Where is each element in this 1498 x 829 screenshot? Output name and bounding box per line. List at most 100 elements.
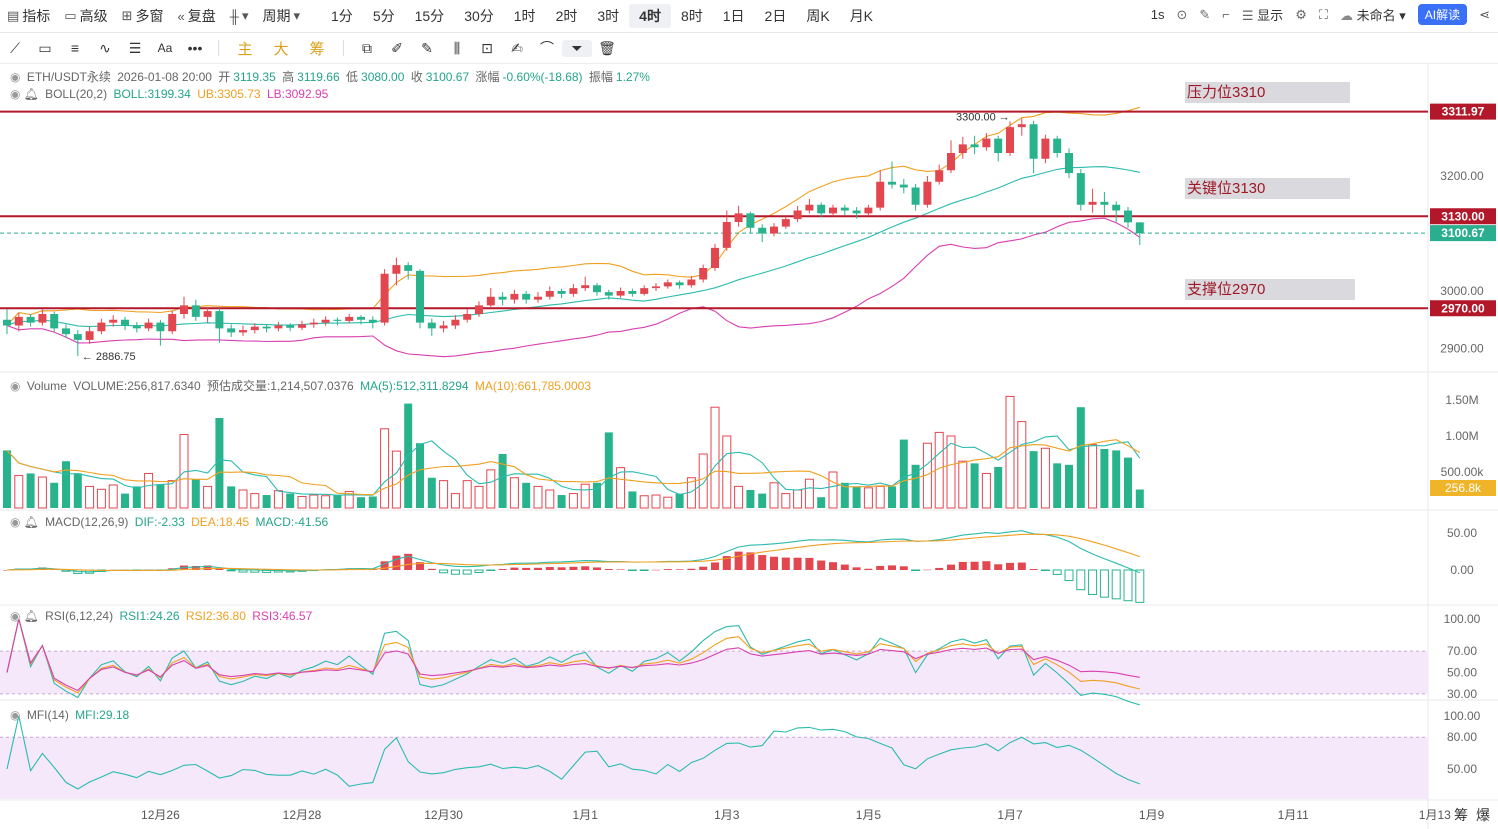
display-button[interactable]: ☰ 显示 <box>1242 5 1283 24</box>
fib-tool-icon[interactable]: ☰ <box>128 39 142 56</box>
eye-icon[interactable]: ◉ <box>10 70 21 84</box>
support-annotation[interactable]: 支撑位2970 <box>1185 279 1355 300</box>
main-force-button[interactable]: 主 <box>237 40 253 58</box>
bell-icon[interactable]: 🔔︎ <box>23 515 39 529</box>
eye-icon[interactable]: ◉ <box>10 609 21 623</box>
multi-window-label: 多窗 <box>135 8 164 24</box>
interval-month[interactable]: 月K <box>849 8 874 24</box>
volume-bar <box>888 486 896 508</box>
bell-icon[interactable]: 🔔︎ <box>23 87 39 101</box>
period-dropdown[interactable]: 周期 ▾ <box>255 4 307 28</box>
eye-icon[interactable]: ◉ <box>10 379 21 393</box>
macd-histogram-bar <box>935 567 944 570</box>
indicators-button[interactable]: ▤ 指标 <box>0 4 57 28</box>
filter-icon[interactable]: ⏷ <box>562 39 592 57</box>
interval-15m[interactable]: 15分 <box>414 8 445 24</box>
crop-icon[interactable]: ⌐ <box>1222 7 1230 22</box>
line-tool-icon[interactable]: ⟋ <box>10 39 20 56</box>
volume-bar <box>804 478 814 509</box>
interval-1h[interactable]: 1时 <box>513 8 536 24</box>
key-level-annotation[interactable]: 关键位3130 <box>1185 178 1350 199</box>
volume-bar <box>132 486 141 508</box>
eye-icon[interactable]: ◉ <box>10 515 21 529</box>
interval-30m[interactable]: 30分 <box>464 8 494 24</box>
candle <box>286 325 295 328</box>
fullscreen-icon[interactable]: ⛶ <box>1318 6 1328 22</box>
note-icon[interactable]: ✍ <box>511 39 523 56</box>
macd-histogram-bar <box>604 569 613 570</box>
level-price-label: 3100.67 <box>1441 226 1485 240</box>
speed-button[interactable]: 1s <box>1150 7 1165 22</box>
interval-2h[interactable]: 2时 <box>555 8 578 24</box>
macd-histogram-bar <box>770 556 778 570</box>
volume-bar <box>368 496 377 508</box>
chips-button[interactable]: 筹 <box>309 40 325 58</box>
macd-histogram-bar <box>593 567 601 570</box>
candle <box>770 226 778 234</box>
macd-histogram-bar <box>1099 569 1109 598</box>
advanced-button[interactable]: ▭ 高级 <box>57 4 114 28</box>
eye-icon[interactable]: ◉ <box>10 87 21 101</box>
pencil-icon[interactable]: ✎ <box>1199 6 1211 22</box>
interval-1m[interactable]: 1分 <box>331 8 353 24</box>
volume-bar <box>486 469 496 509</box>
wave-tool-icon[interactable]: ∿ <box>99 39 111 56</box>
multi-window-button[interactable]: ⊞ 多窗 <box>115 4 171 28</box>
chips-distribution-button[interactable]: 筹 <box>1454 807 1468 823</box>
chart-type-dropdown[interactable]: ╫ ▾ <box>223 4 256 28</box>
macd-histogram-bar <box>627 569 637 571</box>
mfi-legend: ◉ MFI(14) MFI:29.18 <box>10 708 132 722</box>
big-order-button[interactable]: 大 <box>273 40 289 58</box>
low-value: 3080.00 <box>361 70 405 84</box>
trash-icon[interactable]: 🗑 <box>598 39 616 56</box>
candle <box>62 328 70 335</box>
highlighter-icon[interactable]: ✎ <box>421 39 433 56</box>
share-icon[interactable]: ⋖ <box>1479 6 1490 22</box>
rsi2-value: RSI2:36.80 <box>185 609 246 623</box>
copy-icon[interactable]: ⧉ <box>362 39 372 56</box>
boll-ub-value: UB:3305.73 <box>197 87 261 101</box>
indicator-chart-icon: ▤ <box>7 8 20 23</box>
bell-icon[interactable]: 🔔︎ <box>23 609 39 623</box>
low-price-marker: ← 2886.75 <box>82 351 136 363</box>
ai-interpret-button[interactable]: AI解读 <box>1417 4 1468 25</box>
parallel-lines-icon[interactable]: ≡ <box>70 40 80 56</box>
interval-week[interactable]: 周K <box>806 8 830 24</box>
candle <box>156 322 165 332</box>
interval-8h[interactable]: 8时 <box>680 8 703 24</box>
interval-2d[interactable]: 2日 <box>764 8 787 24</box>
interval-1d[interactable]: 1日 <box>722 8 745 24</box>
interval-4h[interactable]: 4时 <box>629 4 671 28</box>
boll-lower-line <box>6 217 1141 358</box>
candle <box>333 319 342 321</box>
text-tool[interactable]: Aa <box>157 41 173 55</box>
candle <box>416 270 424 323</box>
candle <box>368 319 377 323</box>
candle <box>970 144 979 148</box>
volume-last-label: 256.8k <box>1445 481 1482 495</box>
resistance-annotation[interactable]: 压力位3310 <box>1185 82 1350 103</box>
measure-icon[interactable]: ⫼ <box>453 39 461 56</box>
rectangle-tool-icon[interactable]: ▭ <box>38 39 52 56</box>
brush-icon[interactable]: ✐ <box>391 39 403 56</box>
gear-icon[interactable]: ⚙ <box>1295 6 1307 22</box>
macd-histogram-bar <box>675 569 684 570</box>
macd-histogram-bar <box>1040 569 1050 572</box>
magnet-icon[interactable]: ⌒ <box>540 40 554 56</box>
layout-dropdown[interactable]: ☁ 未命名 ▾ <box>1340 5 1406 24</box>
volume-bar <box>639 495 649 509</box>
volume-ma5-line <box>6 435 1141 496</box>
lock-icon[interactable]: ⊡ <box>481 39 493 56</box>
camera-icon[interactable]: ⊙ <box>1176 6 1188 22</box>
interval-3h[interactable]: 3时 <box>597 8 620 24</box>
volume-bar <box>62 461 70 508</box>
replay-button[interactable]: «复盘 <box>171 4 223 28</box>
more-icon[interactable]: ••• <box>187 40 203 56</box>
date-tick-label: 12月28 <box>283 808 322 822</box>
date-tick-label: 1月5 <box>856 808 882 822</box>
interval-5m[interactable]: 5分 <box>372 8 395 24</box>
liquidation-button[interactable]: 爆 <box>1476 807 1490 823</box>
eye-icon[interactable]: ◉ <box>10 708 21 722</box>
candle <box>97 322 106 332</box>
